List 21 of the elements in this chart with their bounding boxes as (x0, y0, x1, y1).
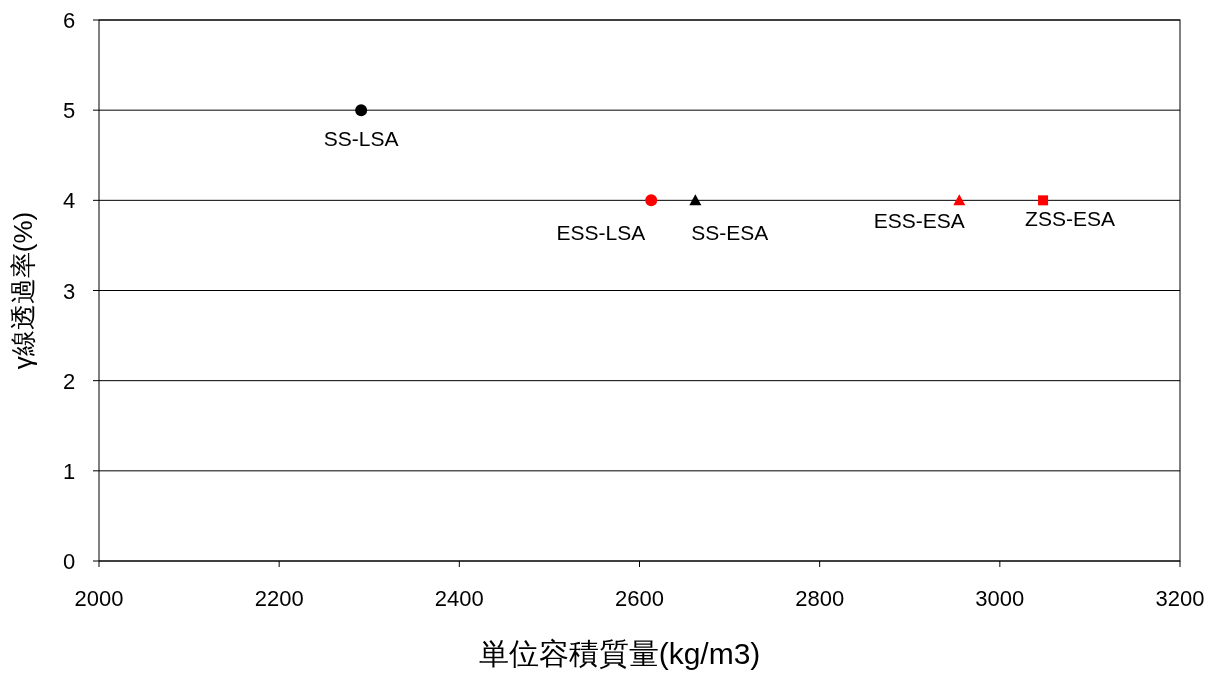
series-label: ESS-LSA (556, 221, 646, 245)
y-tick-label: 0 (62, 549, 76, 574)
series-label: ESS-ESA (873, 209, 965, 233)
y-tick-label: 4 (62, 188, 76, 214)
series-label: ZSS-ESA (1025, 207, 1115, 231)
y-tick-label: 1 (62, 458, 76, 484)
y-tick-label: 2 (62, 368, 76, 394)
x-tick-label: 2600 (615, 586, 664, 611)
x-tick-label: 2000 (74, 586, 124, 611)
x-tick-label: 3000 (975, 586, 1025, 611)
x-tick-label: 2400 (434, 586, 484, 611)
y-tick-label: 6 (62, 8, 76, 33)
y-axis-title: γ線透過率(%) (8, 211, 38, 370)
x-tick-label: 3200 (1155, 586, 1205, 611)
x-axis-title: 単位容積質量(kg/m3) (478, 637, 761, 670)
series-label: SS-ESA (691, 221, 769, 245)
series-label: SS-LSA (323, 127, 399, 151)
x-tick-label: 2800 (795, 586, 845, 611)
x-tick-label: 2200 (254, 586, 304, 611)
y-tick-label: 5 (62, 98, 76, 124)
y-tick-label: 3 (62, 278, 76, 304)
